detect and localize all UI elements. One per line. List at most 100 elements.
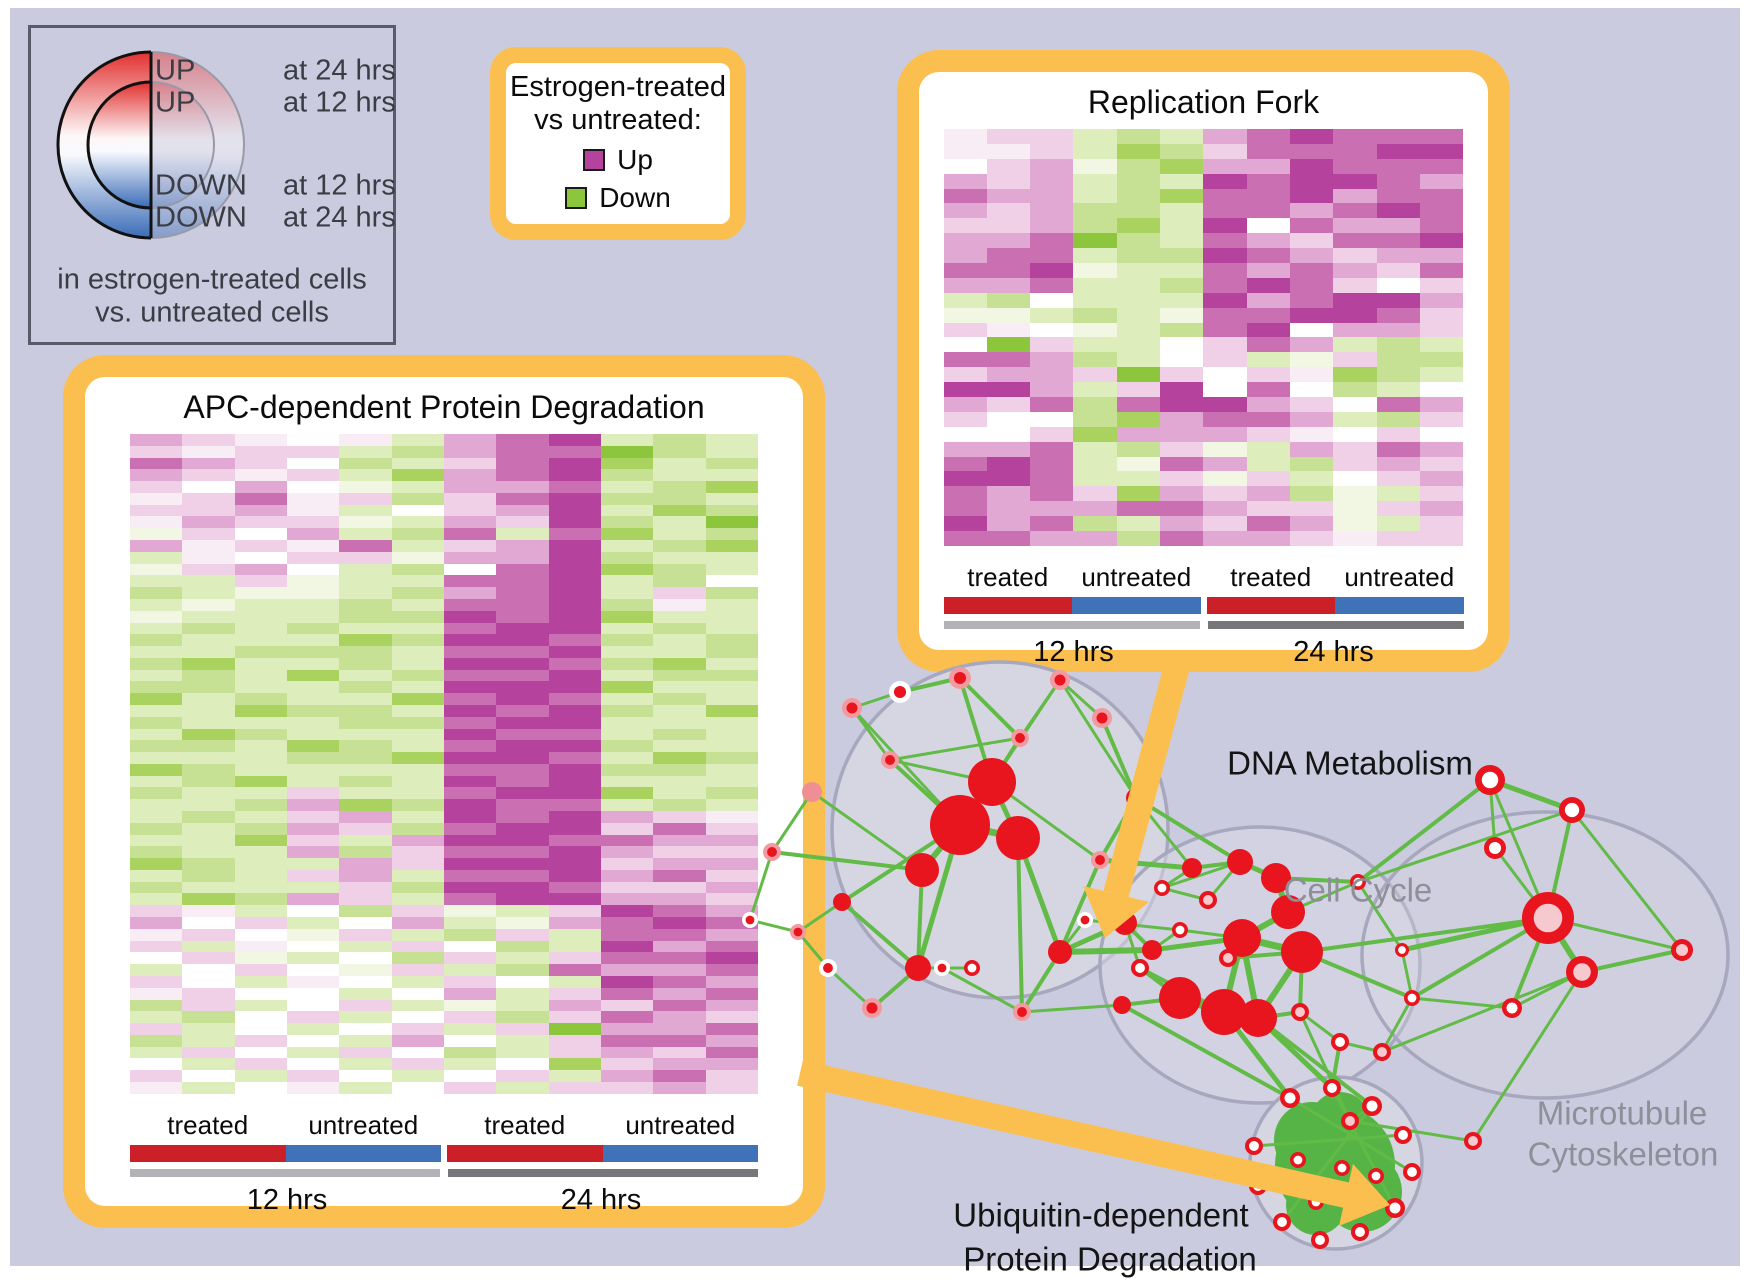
- heatmap-cell: [1160, 143, 1204, 159]
- heatmap-cell: [548, 622, 601, 635]
- heatmap-cell: [496, 858, 549, 870]
- heatmap-cell: [943, 218, 987, 234]
- heatmap-cell: [1203, 263, 1247, 278]
- heatmap-cell: [705, 858, 758, 870]
- heatmap-cell: [182, 775, 235, 788]
- heatmap-cell: [130, 775, 183, 788]
- heatmap-cell: [653, 1070, 706, 1082]
- heatmap-cell: [653, 1034, 706, 1047]
- heatmap-cell: [1030, 501, 1074, 517]
- heatmap-cell: [1073, 203, 1117, 219]
- heatmap-cell: [1160, 352, 1204, 368]
- heatmap-cell: [443, 763, 497, 776]
- heatmap-cell: [986, 397, 1031, 412]
- heatmap-cell: [130, 740, 183, 753]
- heatmap-cell: [1116, 143, 1161, 159]
- heatmap-cell: [286, 1081, 340, 1094]
- heatmap-cell: [496, 928, 549, 941]
- ring-legend-down12-time: at 12 hrs: [283, 169, 396, 202]
- heatmap-cell: [1116, 322, 1161, 338]
- heatmap-cell: [1116, 352, 1161, 368]
- heatmap-cell: [548, 634, 601, 647]
- heatmap-cell: [234, 704, 287, 717]
- heatmap-cell: [1116, 173, 1161, 189]
- heatmap-cell: [1333, 516, 1377, 532]
- heatmap-cell: [443, 646, 497, 658]
- heatmap-cell: [339, 905, 392, 918]
- heatmap-cell: [339, 563, 392, 576]
- heatmap-cell: [182, 634, 235, 647]
- heatmap-cell: [1290, 486, 1334, 502]
- network-edge: [889, 736, 1021, 762]
- heatmap-cell: [391, 622, 444, 635]
- heatmap-cell: [443, 928, 497, 941]
- heatmap-cell: [705, 1023, 758, 1035]
- heatmap-cell: [653, 752, 706, 764]
- heatmap-cell: [1073, 441, 1117, 457]
- heatmap-cell: [234, 928, 287, 941]
- heatmap-cell: [391, 693, 444, 705]
- heatmap-row: [130, 563, 758, 576]
- heatmap-cell: [182, 492, 235, 505]
- heatmap-cell: [182, 657, 235, 670]
- heatmap-cell: [234, 445, 287, 458]
- heatmap-cell: [1376, 203, 1421, 219]
- heatmap-cell: [548, 598, 601, 611]
- heatmap-cell: [339, 752, 392, 764]
- cluster-label-dna: DNA Metabolism: [1227, 745, 1473, 782]
- heatmap-cell: [548, 1034, 601, 1047]
- heatmap-cell: [496, 693, 549, 705]
- heatmap-cell: [1203, 158, 1247, 174]
- heatmap-cell: [1030, 203, 1074, 219]
- heatmap-cell: [943, 173, 987, 189]
- gene-node: [793, 927, 803, 937]
- heatmap-cell: [705, 763, 758, 776]
- heatmap-cell: [1420, 367, 1464, 383]
- network-edge: [1058, 679, 1138, 799]
- heatmap-cell: [286, 551, 340, 564]
- heatmap-cell: [1420, 531, 1464, 546]
- heatmap-cell: [496, 893, 549, 906]
- heatmap-cell: [339, 869, 392, 882]
- heatmap-cell: [391, 987, 444, 1000]
- gene-node: [905, 853, 939, 887]
- heatmap-cell: [182, 716, 235, 729]
- gene-node: [1113, 996, 1131, 1014]
- heatmap-cell: [1333, 233, 1377, 249]
- network-edge: [1059, 947, 1153, 955]
- heatmap-cell: [443, 492, 497, 505]
- heatmap-cell: [600, 846, 654, 859]
- heatmap-cell: [391, 1058, 444, 1071]
- heatmap-cell: [1116, 248, 1161, 264]
- heatmap-cell: [339, 975, 392, 988]
- heatmap-cell: [130, 928, 183, 941]
- heatmap-cell: [391, 905, 444, 918]
- heatmap-cell: [286, 917, 340, 929]
- heatmap-cell: [391, 752, 444, 764]
- heatmap-cell: [1116, 471, 1161, 487]
- heatmap-cell: [130, 869, 183, 882]
- heatmap-cell: [339, 987, 392, 1000]
- heatmap-cell: [653, 740, 706, 753]
- heatmap-cell: [653, 492, 706, 505]
- heatmap-cell: [1203, 173, 1247, 189]
- heatmap-cell: [1333, 263, 1377, 278]
- updown-rings-icon: [56, 50, 246, 240]
- heatmap-cell: [1203, 233, 1247, 249]
- heatmap-cell: [600, 928, 654, 941]
- heatmap-cell: [600, 681, 654, 694]
- heatmap-cell: [705, 787, 758, 800]
- heatmap-cell: [496, 752, 549, 764]
- heatmap-cell: [1246, 426, 1291, 442]
- heatmap-cell: [339, 1070, 392, 1082]
- untreated-bar-24: [1335, 597, 1464, 614]
- heatmap-cell: [1073, 382, 1117, 398]
- heatmap-row: [130, 928, 758, 941]
- heatmap-cell: [600, 622, 654, 635]
- heatmap-cell: [391, 492, 444, 505]
- heatmap-cell: [600, 940, 654, 953]
- group-label-treated-12: treated: [967, 562, 1049, 592]
- heatmap-cell: [705, 740, 758, 753]
- heatmap-cell: [548, 964, 601, 976]
- heatmap-cell: [600, 434, 654, 446]
